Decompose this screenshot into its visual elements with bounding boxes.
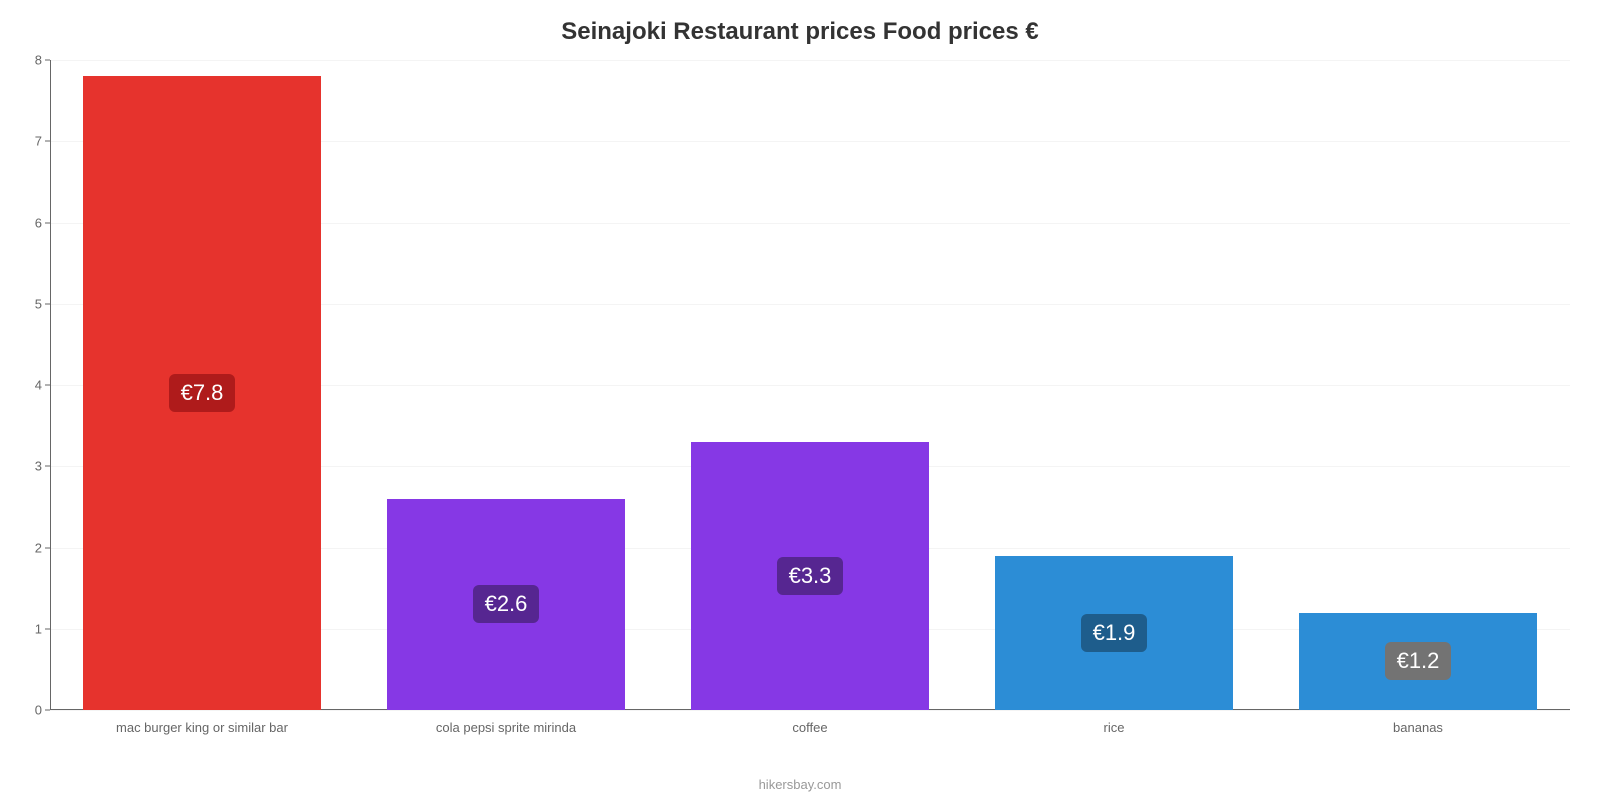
ytick-label: 6 (35, 215, 42, 230)
bar: €1.2 (1299, 613, 1536, 711)
value-badge: €3.3 (777, 557, 844, 595)
bar-slot: €3.3coffee (658, 60, 962, 710)
bar-slot: €2.6cola pepsi sprite mirinda (354, 60, 658, 710)
ytick-label: 4 (35, 378, 42, 393)
bar: €3.3 (691, 442, 928, 710)
ytick-label: 8 (35, 53, 42, 68)
chart-caption: hikersbay.com (0, 777, 1600, 792)
xtick-label: mac burger king or similar bar (116, 720, 288, 735)
bar: €7.8 (83, 76, 320, 710)
ytick-label: 5 (35, 296, 42, 311)
xtick-label: cola pepsi sprite mirinda (436, 720, 576, 735)
value-badge: €1.9 (1081, 614, 1148, 652)
xtick-label: coffee (792, 720, 827, 735)
ytick-label: 2 (35, 540, 42, 555)
bar: €1.9 (995, 556, 1232, 710)
bar-slot: €1.9rice (962, 60, 1266, 710)
plot: 012345678€7.8mac burger king or similar … (50, 60, 1570, 710)
value-badge: €1.2 (1385, 642, 1452, 680)
xtick-label: rice (1104, 720, 1125, 735)
ytick-label: 0 (35, 703, 42, 718)
bar-slot: €7.8mac burger king or similar bar (50, 60, 354, 710)
gridline (50, 710, 1570, 711)
ytick-label: 3 (35, 459, 42, 474)
bar-slot: €1.2bananas (1266, 60, 1570, 710)
value-badge: €2.6 (473, 585, 540, 623)
ytick-label: 7 (35, 134, 42, 149)
value-badge: €7.8 (169, 374, 236, 412)
bars-container: €7.8mac burger king or similar bar€2.6co… (50, 60, 1570, 710)
xtick-label: bananas (1393, 720, 1443, 735)
ytick-label: 1 (35, 621, 42, 636)
chart-title: Seinajoki Restaurant prices Food prices … (0, 0, 1600, 46)
bar: €2.6 (387, 499, 624, 710)
chart-area: 012345678€7.8mac burger king or similar … (50, 60, 1570, 710)
